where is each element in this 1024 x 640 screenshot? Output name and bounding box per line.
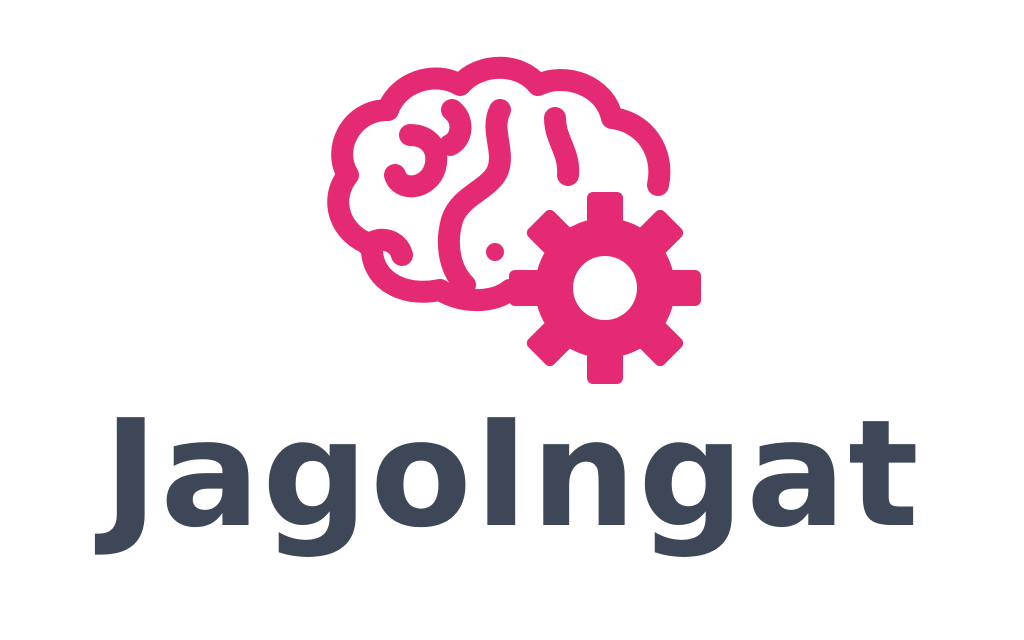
brain-center-fold [437, 99, 511, 296]
brain-bottom [429, 279, 521, 312]
brain-upper-fold [439, 99, 472, 156]
gear-icon [509, 192, 701, 384]
brain-left-fold [357, 228, 413, 266]
brand-name: JagoIngat [103, 388, 921, 560]
brain-right-fold [544, 107, 580, 186]
brain-gear-icon [327, 56, 701, 384]
brain-left-curl [384, 124, 448, 198]
brain-dot [486, 243, 504, 261]
